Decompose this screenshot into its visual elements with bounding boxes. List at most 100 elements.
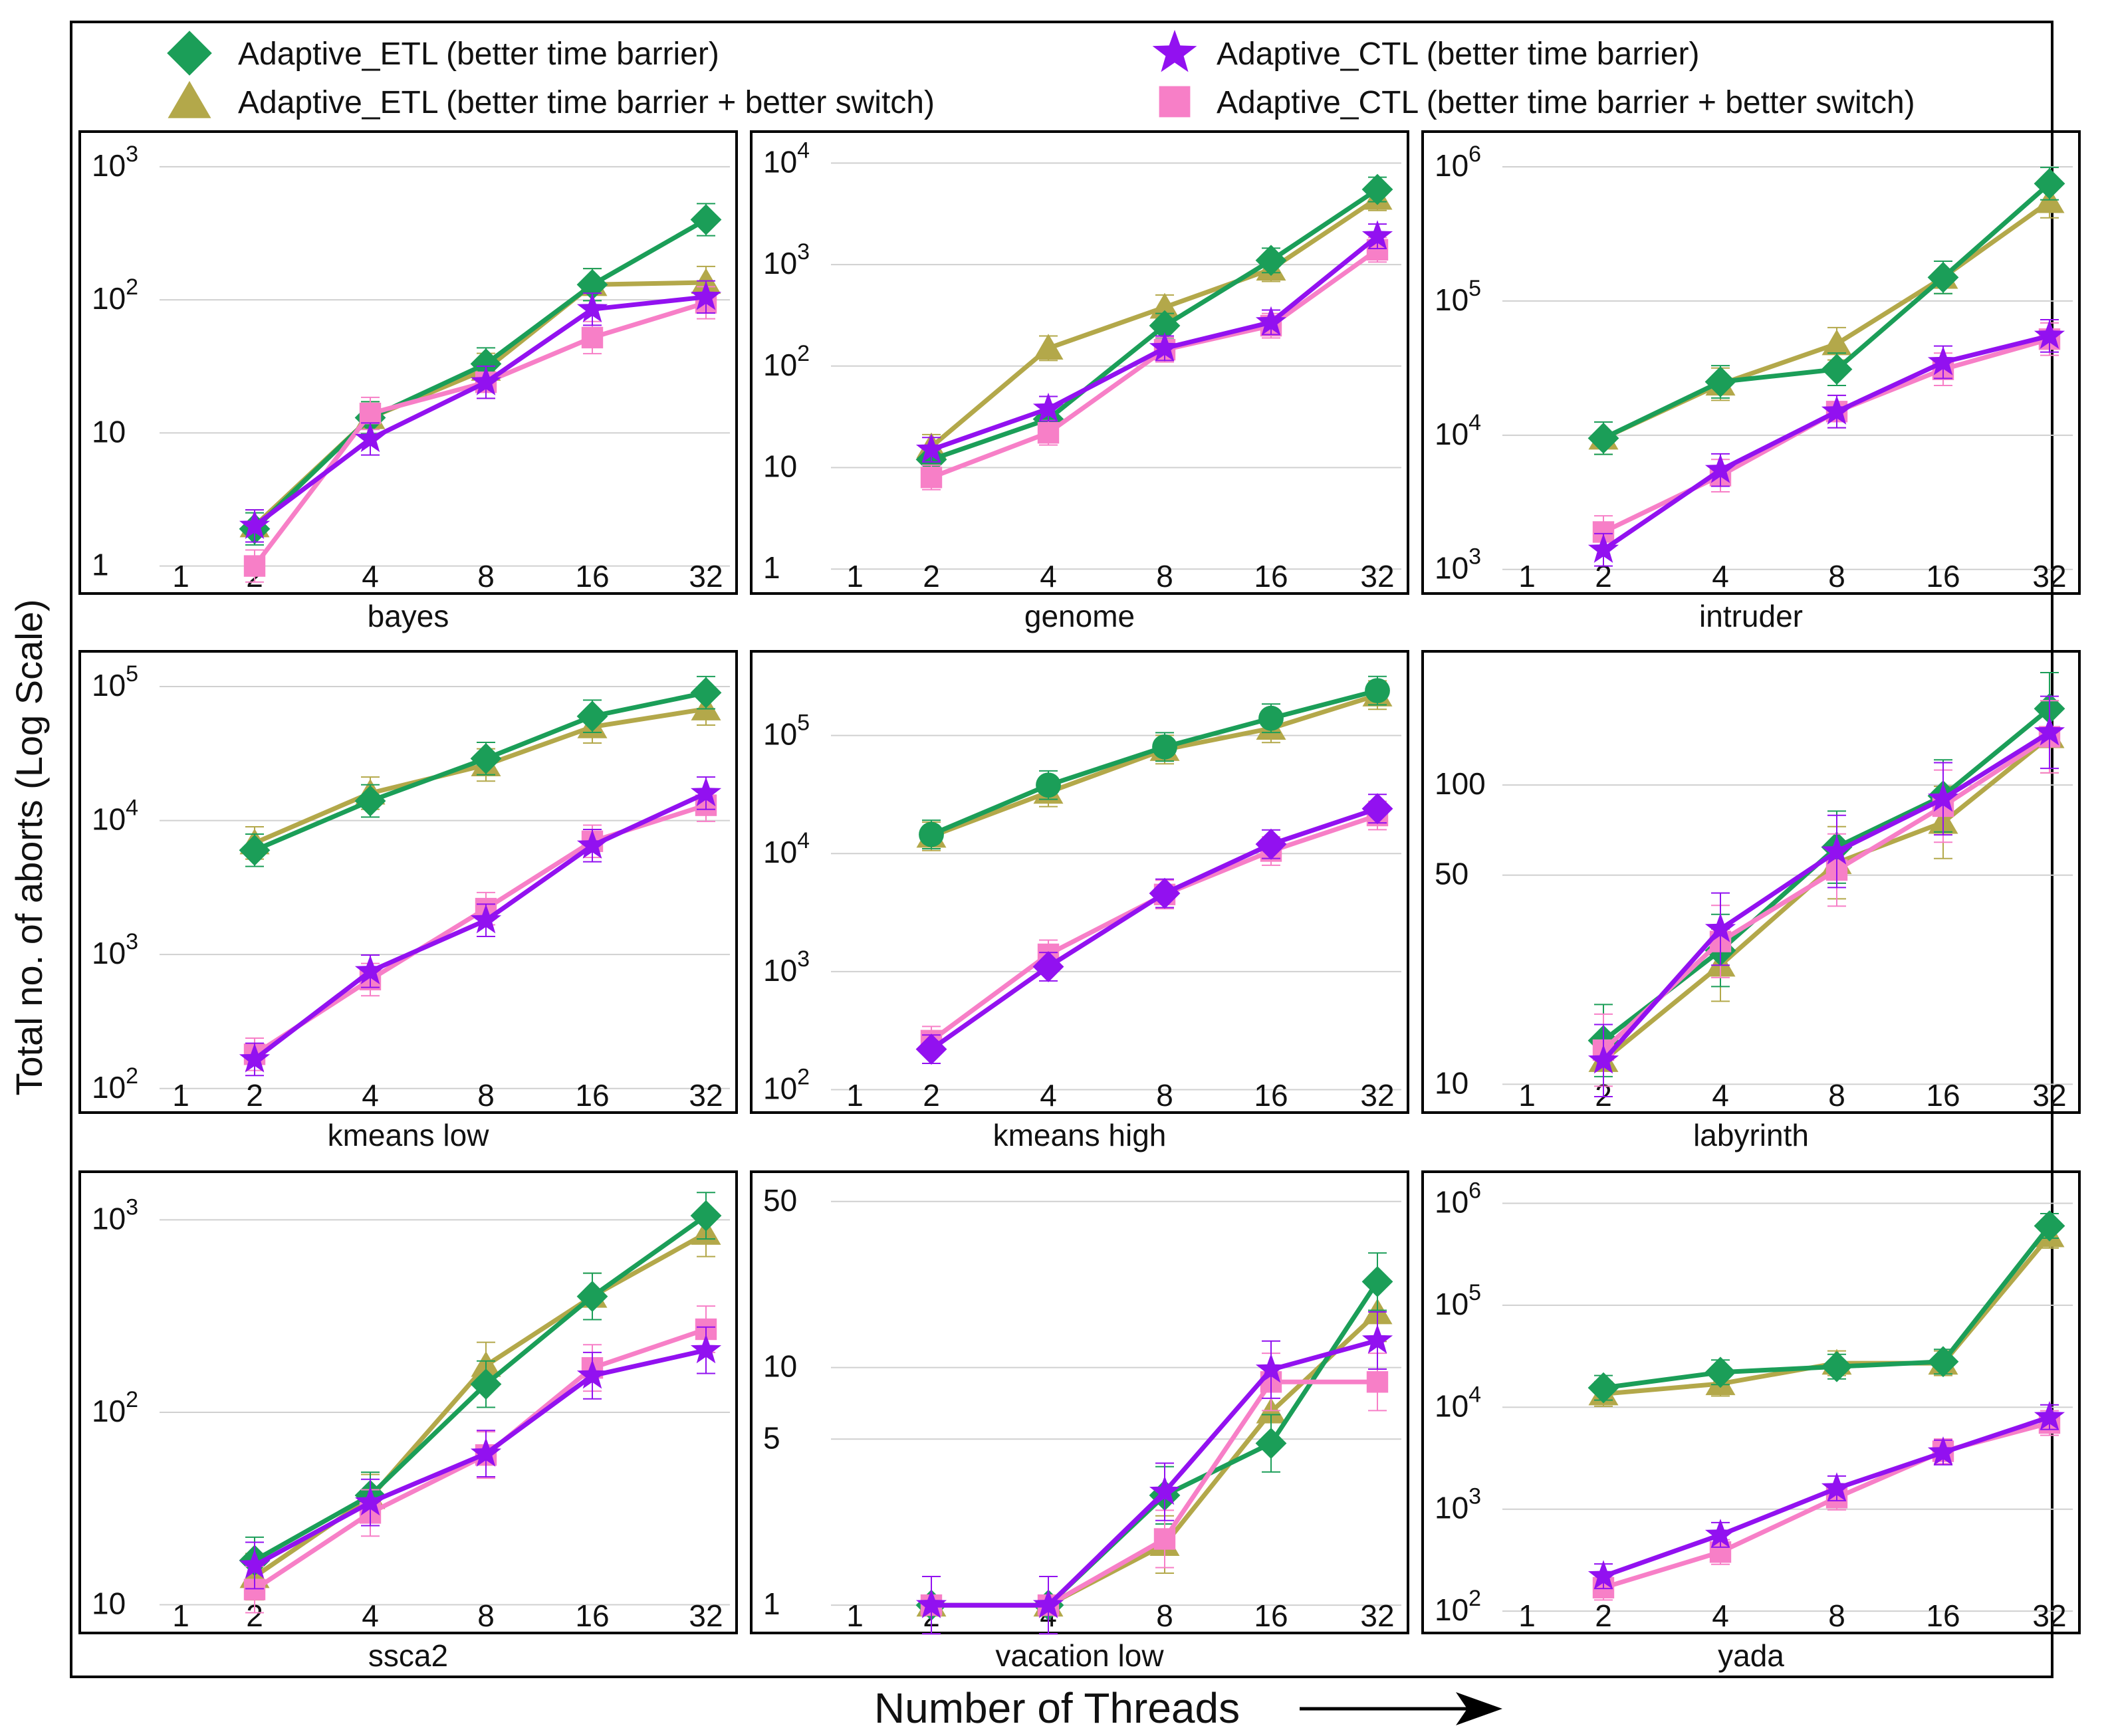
data-point [1361, 220, 1393, 250]
legend-entry-3: Adaptive_CTL (better time barrier) [1152, 29, 1700, 72]
data-point [1927, 346, 1959, 376]
y-tick-label: 105 [92, 661, 138, 703]
series-adaptive-ctl-better-time-barrier [1587, 695, 2065, 1098]
series-adaptive-etl-better-time-barrier [915, 1252, 1393, 1635]
data-point [576, 292, 608, 322]
x-tick-label: 16 [1254, 1078, 1288, 1113]
data-point [1153, 1528, 1176, 1550]
x-tick-label: 1 [846, 1598, 864, 1633]
x-tick-label: 4 [1712, 1598, 1729, 1633]
x-tick-label: 16 [1254, 1598, 1288, 1633]
y-tick-label: 103 [763, 239, 810, 280]
legend-marker-square [1159, 86, 1191, 118]
y-tick-label: 104 [92, 796, 138, 837]
x-tick-label: 32 [1360, 1078, 1394, 1113]
series-line [253, 294, 707, 528]
x-tick-label: 4 [362, 1598, 379, 1633]
x-tick-label: 2 [923, 1078, 940, 1113]
series-adaptive-etl-better-time-barrier-better-switch [1588, 700, 2065, 1098]
x-tick-label: 1 [1518, 1598, 1536, 1633]
x-tick-label: 4 [1712, 559, 1729, 594]
x-tick-label: 2 [1595, 1598, 1612, 1633]
y-tick-label: 103 [763, 946, 810, 988]
data-point [470, 904, 502, 934]
series-adaptive-ctl-better-time-barrier [1587, 318, 2065, 567]
y-tick-label: 5 [763, 1420, 780, 1455]
data-point [1149, 332, 1181, 362]
data-point [915, 433, 947, 463]
series-line [930, 247, 1379, 480]
series-adaptive-ctl-better-time-barrier [915, 1311, 1393, 1635]
series-adaptive-etl-better-time-barrier [1587, 166, 2065, 455]
data-point [2034, 716, 2065, 746]
data-point [2034, 1210, 2065, 1242]
y-tick-label: 103 [1435, 544, 1481, 586]
series-adaptive-etl-better-time-barrier [1587, 1210, 2065, 1404]
legend-entry-1: Adaptive_ETL (better time barrier) [167, 31, 719, 76]
y-tick-label: 50 [1435, 857, 1468, 891]
legend-marker-diamond [167, 31, 212, 76]
panel-frame [750, 1170, 1409, 1634]
x-tick-label: 1 [846, 559, 864, 594]
x-tick-label: 16 [575, 559, 609, 594]
data-point [1704, 1519, 1736, 1548]
data-point [470, 742, 502, 774]
data-point [354, 955, 386, 984]
y-tick-label: 10 [92, 414, 126, 449]
series-adaptive-ctl-better-time-barrier [239, 1326, 722, 1590]
series-adaptive-ctl-better-time-barrier [915, 793, 1393, 1065]
data-point [1255, 828, 1287, 860]
x-tick-label: 32 [1360, 1598, 1394, 1633]
x-tick-label: 32 [1360, 559, 1394, 594]
data-point [2034, 167, 2065, 199]
panel-title: genome [1024, 599, 1135, 633]
data-point [1032, 1588, 1064, 1618]
x-tick-label: 16 [575, 1078, 609, 1113]
series-line [929, 806, 1379, 1051]
panel-frame [78, 650, 738, 1114]
data-point [2034, 320, 2065, 349]
y-tick-label: 100 [1435, 766, 1486, 801]
x-axis-arrow [1300, 1692, 1502, 1725]
data-point [1255, 1353, 1287, 1383]
panel-title: ssca2 [368, 1638, 448, 1673]
data-point [359, 402, 382, 425]
data-point [243, 555, 266, 577]
series-adaptive-etl-better-time-barrier [239, 1192, 722, 1584]
data-point [1365, 678, 1390, 704]
x-tick-label: 1 [172, 1078, 189, 1113]
data-point [1361, 1324, 1393, 1354]
data-point [1704, 913, 1736, 942]
y-tick-label: 1 [92, 548, 109, 582]
legend-label: Adaptive_CTL (better time barrier) [1217, 37, 1700, 72]
panel-title: bayes [368, 599, 449, 633]
legend-label: Adaptive_ETL (better time barrier + bett… [238, 85, 935, 120]
y-tick-label: 102 [763, 1064, 810, 1105]
data-point [915, 1033, 947, 1065]
data-point [690, 677, 722, 708]
legend-label: Adaptive_ETL (better time barrier) [238, 37, 719, 72]
series-line [931, 1280, 1379, 1608]
x-tick-label: 1 [172, 1598, 189, 1633]
legend-label: Adaptive_CTL (better time barrier + bett… [1217, 85, 1915, 120]
x-tick-label: 4 [1712, 1078, 1729, 1113]
series-line [253, 1231, 707, 1579]
data-point [1821, 329, 1852, 356]
x-tick-label: 8 [477, 559, 495, 594]
x-tick-label: 4 [362, 559, 379, 594]
x-tick-label: 4 [1040, 1078, 1057, 1113]
data-point [1704, 366, 1736, 397]
series-line [1602, 181, 2051, 441]
data-point [1361, 1265, 1393, 1297]
data-point [1361, 793, 1393, 825]
series-line [253, 300, 707, 568]
data-point [1366, 1371, 1389, 1393]
data-point [1149, 310, 1181, 342]
data-point [1258, 705, 1284, 731]
y-tick-label: 102 [1435, 1586, 1481, 1627]
data-point [2034, 1400, 2065, 1430]
